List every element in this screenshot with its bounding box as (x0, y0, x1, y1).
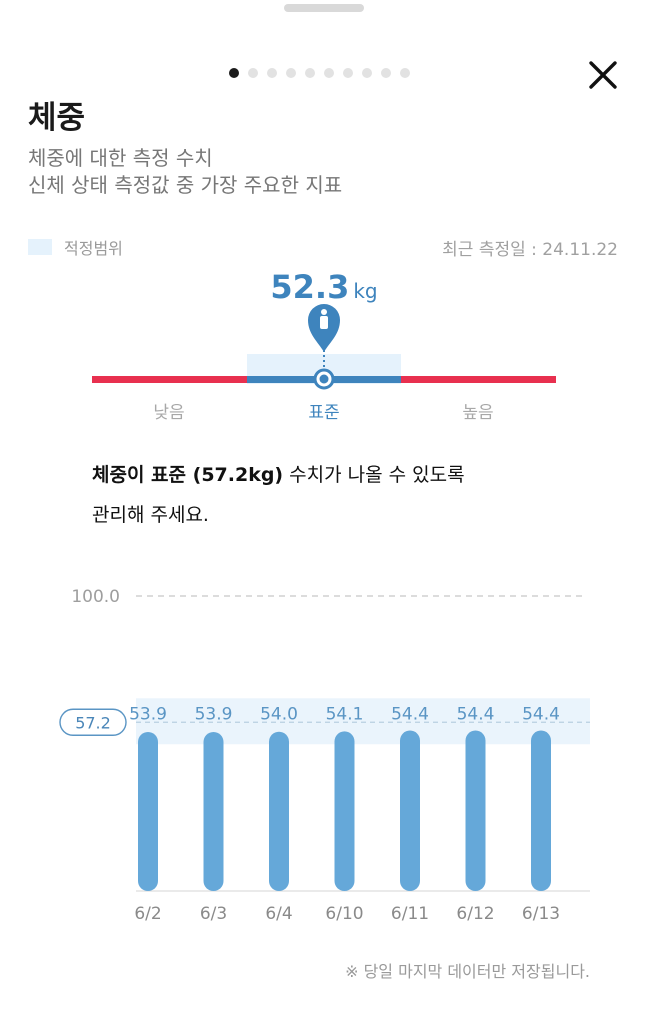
bar-6/2 (138, 731, 158, 891)
bar-value-label: 54.0 (260, 704, 298, 724)
drag-handle[interactable] (284, 4, 364, 12)
bar-value-label: 54.4 (391, 704, 429, 724)
y-axis-max-label: 100.0 (71, 587, 120, 607)
x-tick-label: 6/2 (134, 904, 161, 924)
gauge-label-low: 낮음 (153, 403, 185, 423)
page-dot-1[interactable] (229, 68, 239, 78)
weight-value: 52.3 (270, 268, 350, 306)
page-dot-9[interactable] (381, 68, 391, 78)
page-dot-5[interactable] (305, 68, 315, 78)
close-icon[interactable] (583, 55, 623, 95)
bar-6/10 (334, 731, 355, 891)
page-dot-3[interactable] (267, 68, 277, 78)
footer-note: ※ 당일 마지막 데이터만 저장됩니다. (345, 962, 590, 981)
advice-line-2: 관리해 주세요. (92, 504, 209, 526)
target-label: 57.2 (75, 713, 111, 732)
page-dot-8[interactable] (362, 68, 372, 78)
weight-unit: kg (353, 279, 378, 303)
page-title: 체중 (28, 100, 86, 136)
weight-bar-chart[interactable]: 100.0 57.2 53.9 6/2 53.9 6/3 54.0 6/4 54.1 6/10 54… (0, 570, 648, 930)
page-dot-7[interactable] (343, 68, 353, 78)
page-dot-2[interactable] (248, 68, 258, 78)
page-dot-4[interactable] (286, 68, 296, 78)
bar-6/11 (400, 730, 420, 891)
bar-value-label: 53.9 (129, 704, 167, 724)
gauge-low-segment (92, 376, 247, 383)
page-dot-6[interactable] (324, 68, 334, 78)
current-weight: 52.3 kg (0, 268, 648, 306)
bar-6/3 (203, 731, 224, 891)
bar-6/13 (531, 730, 551, 891)
x-tick-label: 6/12 (456, 904, 494, 924)
legend-swatch (28, 239, 52, 255)
bar-6/4 (269, 731, 289, 891)
gauge-label-high: 높음 (462, 403, 494, 423)
person-marker-icon (308, 304, 340, 390)
advice-rest: 수치가 나올 수 있도록 (283, 464, 465, 486)
x-tick-label: 6/13 (522, 904, 560, 924)
x-tick-label: 6/4 (265, 904, 292, 924)
x-tick-label: 6/11 (391, 904, 429, 924)
description-line-1: 체중에 대한 측정 수치 (28, 146, 213, 170)
recent-measure-date: 최근 측정일 : 24.11.22 (442, 240, 618, 260)
target-pill (59, 708, 127, 736)
description-line-2: 신체 상태 측정값 중 가장 주요한 지표 (28, 173, 343, 197)
gauge-label-standard: 표준 (308, 403, 340, 423)
legend-label: 적정범위 (64, 239, 123, 258)
bar-6/12 (465, 730, 486, 891)
bar-value-label: 54.4 (457, 704, 495, 724)
bar-value-label: 53.9 (195, 704, 233, 724)
x-tick-label: 6/3 (200, 904, 227, 924)
page-indicator (229, 68, 410, 78)
page-dot-10[interactable] (400, 68, 410, 78)
gauge-high-segment (401, 376, 556, 383)
bar-value-label: 54.4 (522, 704, 560, 724)
bar-value-label: 54.1 (326, 704, 364, 724)
advice-text: 체중이 표준 (57.2kg) 수치가 나올 수 있도록 관리해 주세요. (92, 455, 465, 535)
x-tick-label: 6/10 (325, 904, 363, 924)
weight-gauge (92, 304, 556, 390)
legend: 적정범위 (28, 235, 123, 259)
advice-bold: 체중이 표준 (57.2kg) (92, 464, 284, 486)
